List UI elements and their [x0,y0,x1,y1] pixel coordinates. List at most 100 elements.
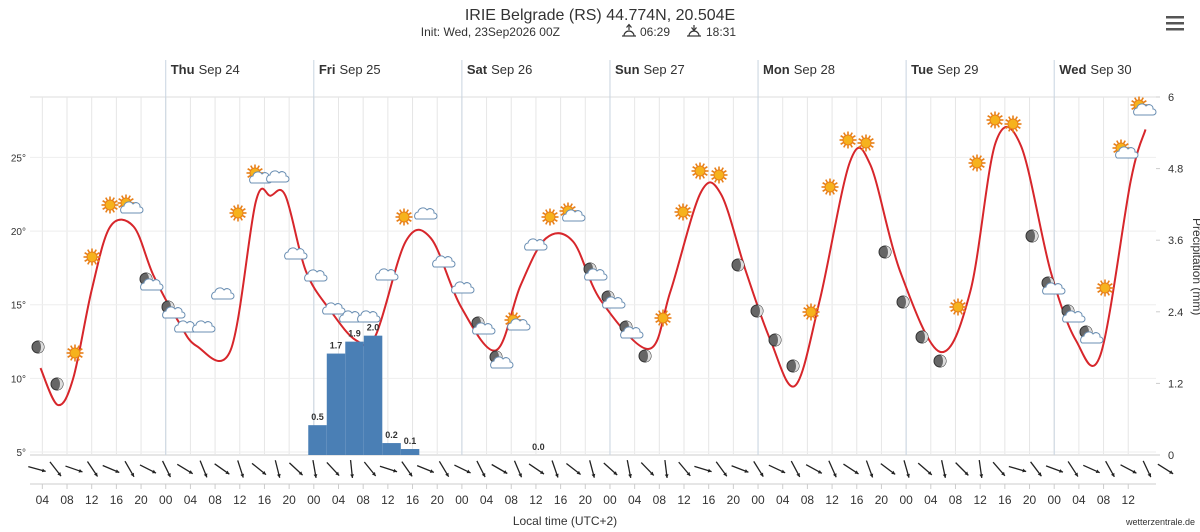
cloud [432,255,456,268]
sun-ray [95,258,100,262]
sun-ray [93,260,97,265]
wind-head [979,474,984,478]
x-tick-label: 12 [677,493,691,507]
day-date: Sep 30 [1090,62,1131,77]
sun-ray [505,315,510,319]
sun-ray [553,212,558,216]
wind-arrow [626,460,632,478]
x-tick-label: 04 [776,493,790,507]
wind-head [628,474,632,478]
wind-arrow [326,461,340,477]
menu-button[interactable] [1165,14,1185,32]
bar-value-label: 0.0 [532,442,545,452]
sun-ray [1100,291,1104,296]
weather-icon [638,349,652,363]
sun-ray [996,123,1000,128]
wind-head [744,469,749,473]
x-tick-label: 00 [751,493,765,507]
wind-arrow [476,460,486,478]
sunrise-icon [622,23,636,37]
sun-ray [851,141,856,145]
wind-arrow [214,463,230,475]
weather-icon [31,340,45,354]
sun-ray [118,204,123,208]
y-tick-label: 25° [11,153,26,164]
sun-ray [396,218,401,222]
sun-ray [701,174,705,179]
wind-arrow [124,460,135,478]
sun [104,199,116,211]
sun [232,207,244,219]
sun [694,165,706,177]
sun-ray [1108,289,1113,293]
weather-icon [1004,115,1022,133]
day-name: Tue [911,62,933,77]
sun-ray [241,208,246,212]
wind-arrow [566,462,581,476]
wind-head [1037,472,1042,477]
sun-ray [87,249,91,254]
cloud [602,296,626,309]
moon-lit [903,296,909,308]
weather-icon [915,330,929,344]
sun-ray [831,190,835,195]
sun-ray [1108,283,1113,287]
wind-arrow [828,460,837,478]
wind-head [408,472,413,477]
sun-ray [569,203,573,208]
sun-ray [990,123,994,128]
weather-icon [66,344,84,362]
weather-icon [559,202,586,222]
cloud [120,201,144,214]
sun-ray [514,312,518,317]
wind-head [93,472,98,477]
cloud [211,287,235,300]
sun-ray [102,200,107,204]
weather-icon [504,311,531,331]
sun-ray [686,207,691,211]
weather-icon [229,204,247,222]
wind-arrow [491,463,508,475]
sun-ray [980,164,985,168]
wind-head [591,473,596,478]
x-tick-label: 04 [924,493,938,507]
sun-ray [129,198,134,202]
cloud [304,269,328,282]
sun [824,181,836,193]
bar-value-label: 1.9 [348,329,361,339]
cloud [1062,310,1086,323]
cloud [562,209,586,222]
wind-head [832,473,837,478]
wind-head [503,470,508,474]
sun-ray [78,348,83,352]
weather-icon [933,354,947,368]
x-tick-label: 20 [134,493,148,507]
x-tick-label: 08 [949,493,963,507]
wind-head [57,472,62,477]
wind-head [576,470,581,475]
precip-bar [345,341,364,455]
y2-tick-label: 6 [1168,92,1174,104]
x-tick-label: 20 [282,493,296,507]
x-tick-label: 08 [801,493,815,507]
wind-head [906,473,910,478]
x-tick-label: 00 [307,493,321,507]
wind-arrow [454,464,471,474]
moon-lit [793,360,799,372]
weather-icon [1096,279,1114,297]
sun-ray [105,208,109,213]
sun [989,114,1001,126]
sun-ray [1124,143,1129,147]
sun-ray [812,304,816,309]
x-tick-label: 08 [1097,493,1111,507]
wind-head [41,468,46,473]
sun-ray [113,206,118,210]
wind-arrow [880,463,896,475]
subtitle-row: Init: Wed, 23Sep2026 00Z 06:29 18:31 [421,23,736,39]
sun-ray [869,144,874,148]
sun-ray [953,310,957,315]
sun-ray [861,146,865,151]
sun-ray [722,170,727,174]
sun-ray [980,158,985,162]
wind-head [335,471,340,476]
